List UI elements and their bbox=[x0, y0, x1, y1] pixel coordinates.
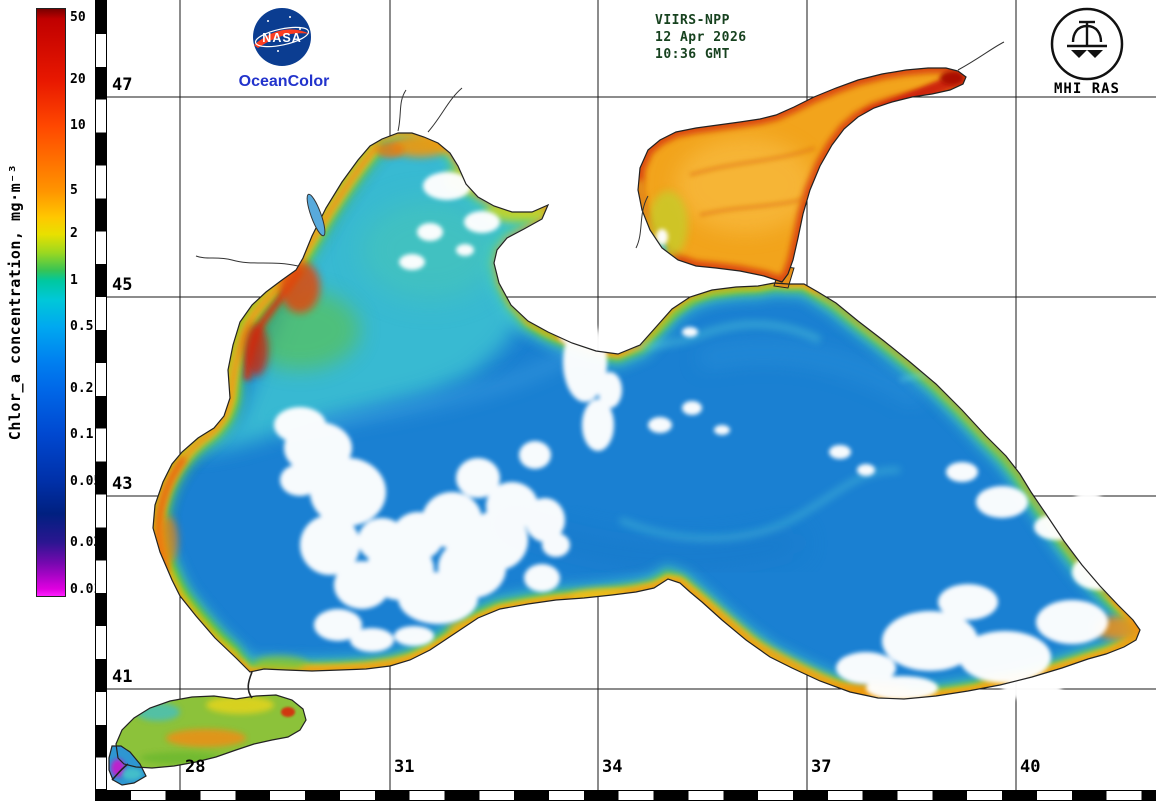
sensor-label: VIIRS-NPP bbox=[655, 13, 730, 28]
latitude-ruler bbox=[95, 0, 107, 790]
lon-label-37: 37 bbox=[811, 757, 832, 777]
lat-label-41: 41 bbox=[112, 667, 133, 687]
date-label: 12 Apr 2026 bbox=[655, 30, 747, 45]
nasa-logo-icon: NASA bbox=[253, 8, 311, 66]
rivers bbox=[195, 41, 1005, 267]
colorbar-tick-label: 1 bbox=[70, 273, 78, 288]
coastline bbox=[108, 67, 1141, 786]
colorbar bbox=[36, 8, 66, 597]
mhi-ras-logo-icon bbox=[1050, 7, 1124, 81]
colorbar-tick-label: 0.1 bbox=[70, 427, 94, 442]
map-canvas bbox=[107, 0, 1156, 790]
aegean-corner-field bbox=[111, 759, 142, 780]
colorbar-tick-label: 5 bbox=[70, 183, 78, 198]
colorbar-tick-label: 0.05 bbox=[70, 474, 102, 489]
colorbar-tick-label: 0.2 bbox=[70, 381, 94, 396]
oceancolor-label: OceanColor bbox=[238, 73, 330, 90]
lat-label-43: 43 bbox=[112, 474, 133, 494]
lon-label-34: 34 bbox=[602, 757, 623, 777]
lon-label-31: 31 bbox=[394, 757, 415, 777]
svg-text:NASA: NASA bbox=[262, 31, 301, 45]
time-label: 10:36 GMT bbox=[655, 47, 730, 62]
colorbar-tick-label: 50 bbox=[70, 10, 86, 25]
colorbar-title: Chlor_a concentration, mg·m⁻³ bbox=[6, 163, 24, 441]
cloud-cover bbox=[274, 172, 1140, 700]
longitude-ruler bbox=[95, 790, 1156, 801]
colorbar-tick-label: 20 bbox=[70, 72, 86, 87]
lon-label-40: 40 bbox=[1020, 757, 1041, 777]
lat-label-47: 47 bbox=[112, 75, 133, 95]
colorbar-tick-label: 10 bbox=[70, 118, 86, 133]
mhi-ras-label: MHI RAS bbox=[1053, 81, 1120, 97]
colorbar-tick-label: 0.5 bbox=[70, 319, 94, 334]
lat-label-45: 45 bbox=[112, 275, 133, 295]
product-info: VIIRS-NPP 12 Apr 2026 10:36 GMT bbox=[655, 12, 747, 63]
colorbar-tick-label: 0.01 bbox=[70, 582, 102, 597]
colorbar-tick-label: 0.02 bbox=[70, 535, 102, 550]
lon-label-28: 28 bbox=[185, 757, 206, 777]
colorbar-tick-label: 2 bbox=[70, 226, 78, 241]
